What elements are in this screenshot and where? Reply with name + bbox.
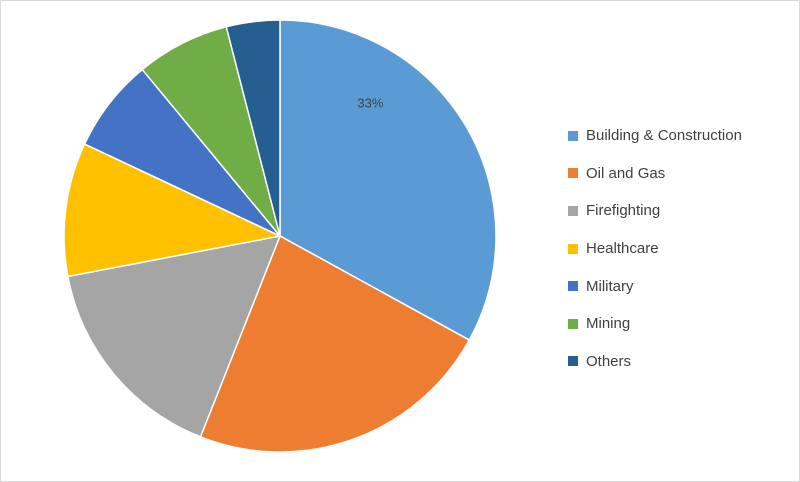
pie-slice-2 bbox=[66, 235, 282, 438]
pie-slice-6 bbox=[225, 19, 281, 237]
legend-item-6: Others bbox=[568, 343, 742, 381]
legend-swatch bbox=[568, 356, 578, 367]
legend-label: Building & Construction bbox=[586, 127, 742, 145]
legend-swatch bbox=[568, 243, 578, 254]
legend: Building & Construction Oil and Gas Firefi… bbox=[568, 117, 742, 380]
pie-slice-0 bbox=[279, 19, 497, 342]
legend-label: Oil and Gas bbox=[586, 164, 666, 182]
legend-item-0: Building & Construction bbox=[568, 117, 742, 155]
legend-swatch bbox=[568, 168, 578, 179]
legend-item-1: Oil and Gas bbox=[568, 155, 742, 193]
legend-item-3: Healthcare bbox=[568, 230, 742, 268]
legend-item-4: Military bbox=[568, 267, 742, 305]
legend-swatch bbox=[568, 205, 578, 216]
legend-swatch bbox=[568, 318, 578, 329]
legend-label: Others bbox=[586, 352, 632, 370]
legend-swatch bbox=[568, 130, 578, 141]
legend-label: Military bbox=[586, 277, 634, 295]
legend-swatch bbox=[568, 281, 578, 292]
legend-label: Mining bbox=[586, 315, 631, 333]
pie-slice-3 bbox=[63, 143, 283, 278]
legend-item-2: Firefighting bbox=[568, 192, 742, 230]
data-label-0: 33% bbox=[357, 96, 383, 111]
pie-slice-1 bbox=[199, 234, 471, 453]
legend-item-5: Mining bbox=[568, 305, 742, 343]
legend-label: Firefighting bbox=[586, 202, 661, 220]
legend-label: Healthcare bbox=[586, 240, 659, 258]
